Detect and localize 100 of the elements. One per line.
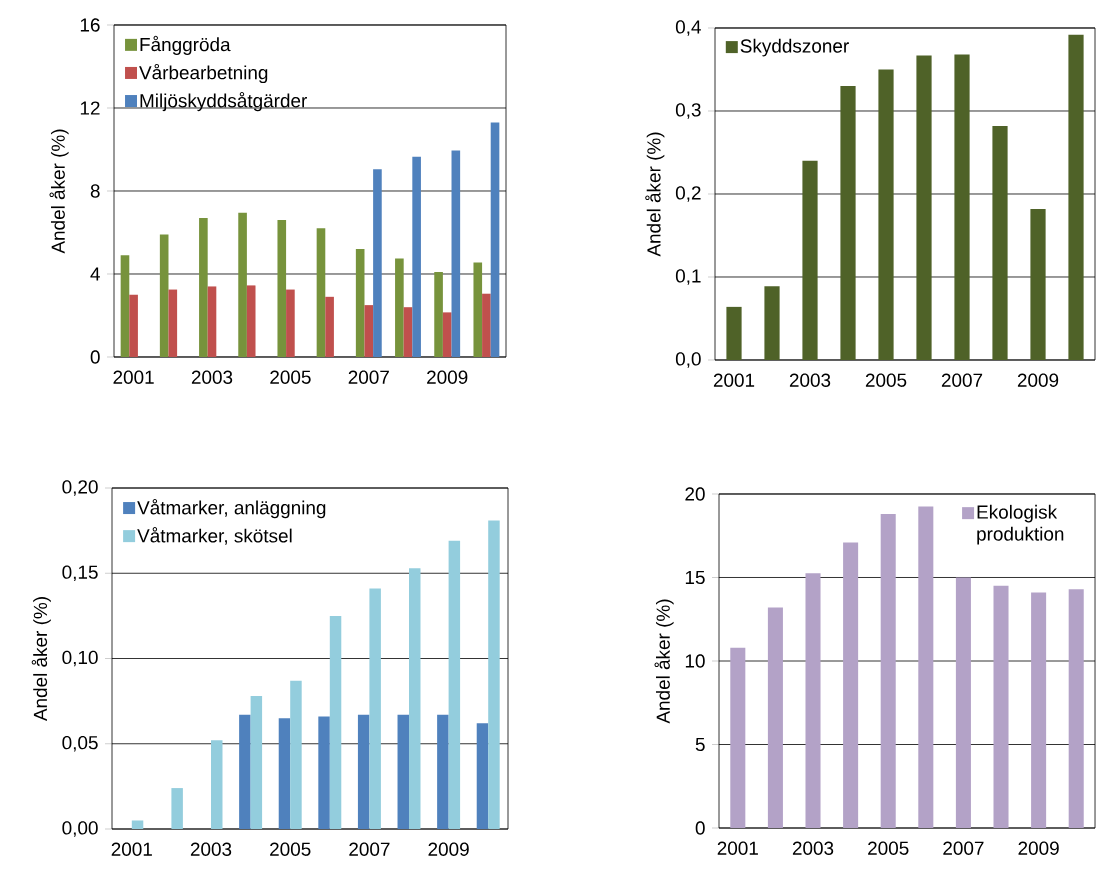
- bar: [955, 577, 971, 828]
- bar: [373, 169, 382, 357]
- x-tick-label: 2009: [427, 370, 468, 384]
- y-tick-label: 4: [90, 267, 100, 281]
- bar: [246, 285, 256, 357]
- y-tick-label: 0,0: [675, 352, 701, 368]
- bar: [843, 542, 859, 828]
- legend-label: Ekologisk produktion: [977, 504, 1064, 545]
- y-tick-label: 10: [685, 654, 705, 668]
- legend-label: Miljöskyddsåtgärder: [140, 91, 307, 112]
- x-tick-label: 2007: [349, 842, 390, 856]
- bar: [355, 249, 365, 357]
- y-tick-label: 0,05: [62, 735, 98, 752]
- y-tick-label: 0: [90, 350, 100, 364]
- bar: [442, 312, 452, 357]
- legend-label: Fånggröda: [140, 35, 231, 55]
- y-axis-title: Andel åker (%): [31, 597, 51, 722]
- bar: [767, 607, 783, 828]
- bar: [434, 271, 443, 357]
- bar: [451, 150, 461, 357]
- x-tick-label: 2009: [1018, 841, 1059, 855]
- bar: [482, 293, 491, 357]
- y-tick-label: 0,10: [62, 650, 98, 667]
- bar: [840, 86, 856, 360]
- x-tick-label: 2007: [943, 841, 984, 855]
- y-tick-label: 12: [80, 101, 100, 115]
- bar: [318, 716, 330, 829]
- y-tick-label: 0: [695, 821, 705, 835]
- bar: [364, 305, 374, 357]
- bar: [369, 588, 381, 829]
- bar: [764, 286, 780, 360]
- x-tick-label: 2001: [111, 842, 152, 856]
- bar: [277, 220, 287, 357]
- legend-label: Skyddszoner: [740, 38, 849, 57]
- bar: [403, 307, 413, 357]
- y-tick-label: 5: [695, 737, 705, 752]
- bar: [916, 55, 932, 360]
- bar: [476, 723, 489, 829]
- y-axis-title: Andel åker (%): [645, 132, 665, 257]
- x-tick-label: 2003: [789, 373, 831, 387]
- bar: [357, 714, 370, 829]
- bar: [199, 217, 208, 357]
- bar: [290, 680, 302, 829]
- bar: [1030, 208, 1046, 360]
- x-tick-label: 2005: [868, 841, 909, 855]
- bar: [131, 820, 144, 829]
- y-tick-label: 0,4: [675, 20, 701, 36]
- y-tick-label: 20: [685, 487, 705, 501]
- bar: [992, 125, 1008, 360]
- bar: [878, 69, 894, 360]
- y-tick-label: 0,1: [675, 269, 701, 285]
- bar: [129, 294, 138, 357]
- bar: [918, 506, 934, 828]
- bar: [316, 228, 326, 357]
- y-axis-title: Andel åker (%): [49, 129, 69, 254]
- bar: [993, 585, 1009, 828]
- bar: [437, 714, 449, 829]
- bar: [409, 568, 421, 829]
- x-tick-label: 2001: [717, 841, 758, 855]
- bar: [805, 573, 821, 828]
- bar: [171, 788, 183, 829]
- bar: [168, 289, 178, 357]
- legend-label: Våtmarker, anläggning: [137, 499, 326, 519]
- y-tick-label: 8: [90, 184, 100, 198]
- x-tick-label: 2001: [113, 370, 154, 384]
- x-tick-label: 2007: [941, 373, 983, 387]
- legend-label: Vårbearbetning: [139, 63, 268, 84]
- x-tick-label: 2005: [270, 370, 311, 384]
- bar: [397, 714, 410, 829]
- x-tick-label: 2003: [191, 370, 233, 384]
- bar: [880, 514, 896, 828]
- x-tick-label: 2007: [348, 370, 389, 384]
- bar: [211, 740, 223, 829]
- bar: [207, 286, 217, 357]
- x-tick-label: 2005: [270, 842, 311, 856]
- bar: [239, 714, 251, 829]
- y-tick-label: 15: [685, 570, 705, 585]
- bar: [473, 262, 483, 357]
- x-tick-label: 2001: [713, 373, 755, 387]
- y-tick-label: 16: [80, 18, 100, 32]
- bar: [802, 160, 818, 360]
- bar: [1068, 589, 1084, 828]
- y-axis-title: Andel åker (%): [654, 599, 674, 724]
- bar: [1068, 34, 1084, 360]
- y-tick-label: 0,15: [62, 565, 98, 582]
- bar: [726, 306, 742, 360]
- y-tick-label: 0,3: [675, 103, 701, 119]
- x-tick-label: 2003: [792, 841, 834, 855]
- bar: [954, 54, 970, 360]
- bar: [278, 718, 291, 829]
- bar: [159, 234, 169, 357]
- bar: [1031, 592, 1047, 828]
- bar: [120, 255, 130, 357]
- x-tick-label: 2003: [190, 842, 232, 856]
- bar: [730, 647, 746, 828]
- bar: [412, 156, 421, 357]
- y-tick-label: 0,00: [62, 821, 98, 837]
- x-tick-label: 2005: [865, 373, 907, 387]
- y-tick-label: 0,20: [62, 480, 98, 496]
- bar: [238, 212, 247, 357]
